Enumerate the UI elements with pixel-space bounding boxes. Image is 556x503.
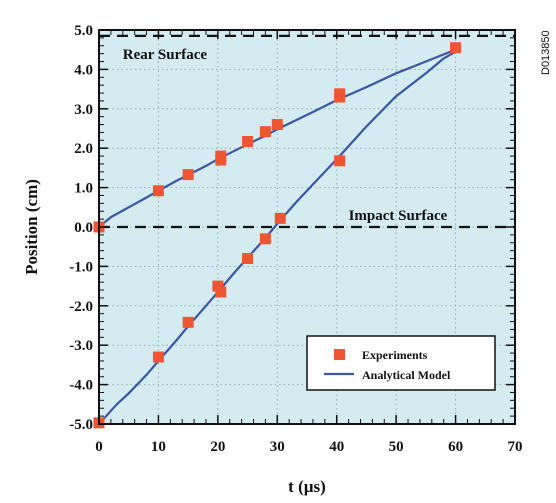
experiment-point [334,155,346,167]
experiment-point [242,253,254,265]
x-tick-label: 30 [270,439,285,455]
y-tick-label: -4.0 [69,378,93,394]
y-tick-label: 1.0 [74,181,93,197]
y-tick-label: 4.0 [74,62,93,78]
experiment-point [215,150,227,162]
experiment-point [274,212,286,224]
rear-surface-label: Rear Surface [123,47,208,63]
tick-labels: 0 10 20 30 40 50 60 70 -5.0 -4.0 -3.0 -2.0 -1.0 0.0 1.… [69,23,522,455]
experiment-point [152,185,164,197]
y-axis-title: Position (cm) [22,179,41,275]
y-tick-label: -5.0 [69,417,93,433]
experiment-point [450,42,462,54]
experiment-point [182,169,194,181]
axis-ticks [98,29,516,425]
x-tick-label: 20 [210,439,225,455]
x-tick-label: 60 [448,439,463,455]
experiment-point [259,126,271,138]
y-tick-label: 3.0 [74,102,93,118]
experiment-point [259,233,271,245]
y-tick-label: 5.0 [74,23,93,39]
experiment-point [182,316,194,328]
y-tick-label: -3.0 [69,338,93,354]
legend-box [306,335,496,391]
reference-lines [99,34,515,229]
y-tick-label: 0.0 [74,220,93,236]
impact-surface-label: Impact Surface [349,208,448,224]
y-tick-label: 2.0 [74,141,93,157]
x-tick-label: 10 [151,439,166,455]
experiment-point [334,88,346,100]
figure-id: D013850 [540,30,552,75]
x-tick-label: 0 [95,439,103,455]
legend-label-model: Analytical Model [362,368,451,382]
y-tick-label: -1.0 [69,259,93,275]
x-tick-label: 70 [508,439,523,455]
legend: Experiments Analytical Model [306,335,496,391]
x-axis-title: t (µs) [288,477,326,496]
experiment-point [215,286,227,298]
experiment-point [152,351,164,363]
experiment-point [212,280,224,292]
experiment-point [242,136,254,148]
legend-marker-experiments [334,349,345,360]
x-tick-label: 50 [389,439,404,455]
y-tick-label: -2.0 [69,299,93,315]
legend-label-experiments: Experiments [362,348,428,362]
experiment-point [271,119,283,131]
x-tick-label: 40 [329,439,344,455]
